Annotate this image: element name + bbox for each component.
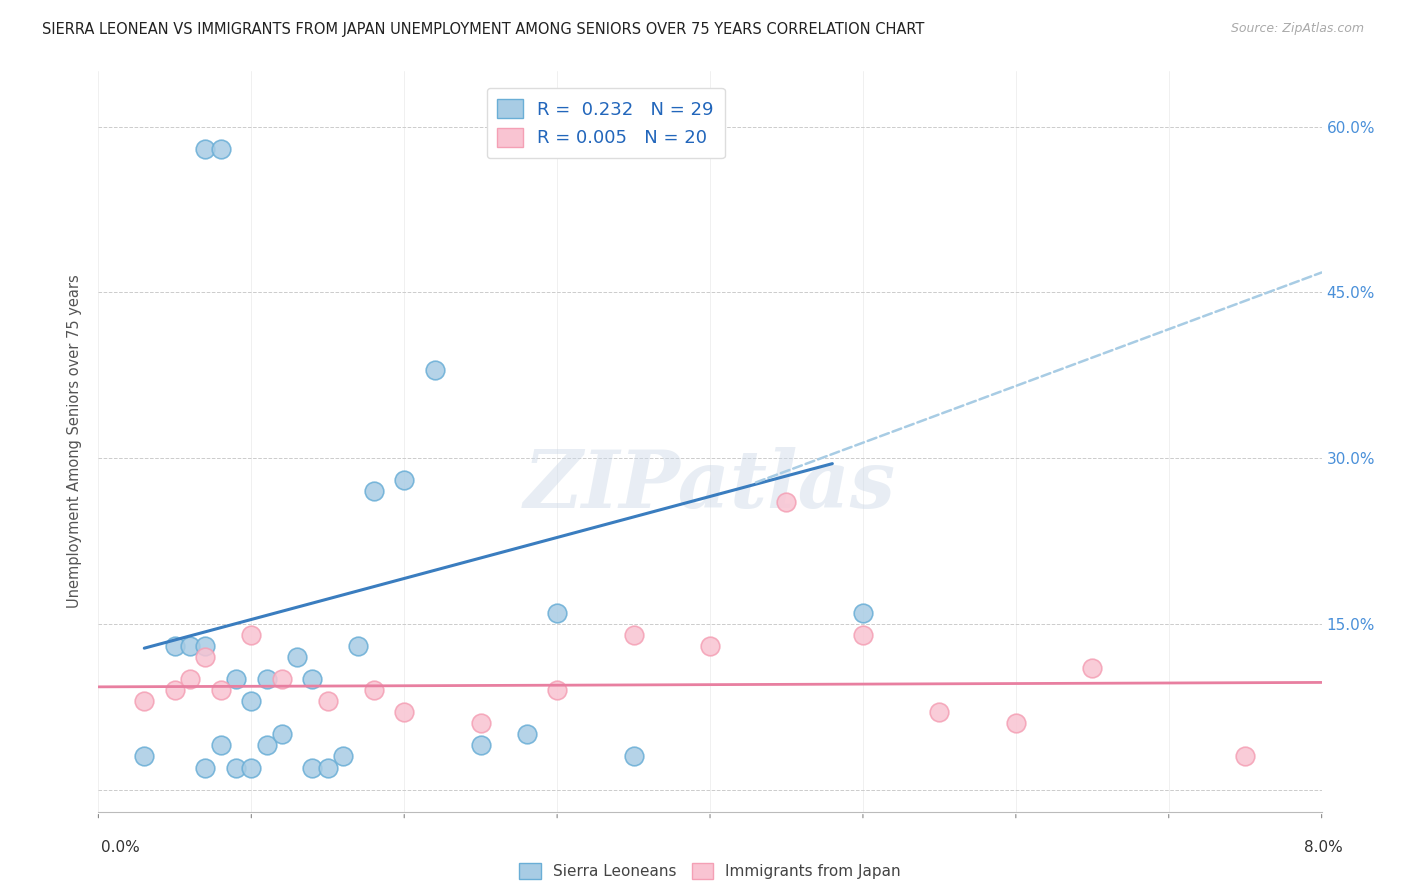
Point — [623, 628, 645, 642]
Point — [194, 760, 217, 774]
Point — [285, 650, 308, 665]
Point — [179, 639, 201, 653]
Point — [1004, 716, 1026, 731]
Point — [470, 716, 492, 731]
Point — [163, 639, 186, 653]
Point — [240, 628, 263, 642]
Point — [332, 749, 354, 764]
Point — [209, 683, 232, 698]
Point — [470, 739, 492, 753]
Point — [209, 142, 232, 156]
Point — [209, 739, 232, 753]
Point — [256, 672, 278, 686]
Point — [134, 694, 156, 708]
Legend: Sierra Leoneans, Immigrants from Japan: Sierra Leoneans, Immigrants from Japan — [513, 856, 907, 886]
Point — [179, 672, 201, 686]
Point — [546, 683, 568, 698]
Point — [163, 683, 186, 698]
Point — [225, 672, 247, 686]
Point — [852, 628, 875, 642]
Point — [699, 639, 721, 653]
Point — [1234, 749, 1257, 764]
Point — [256, 739, 278, 753]
Point — [301, 672, 323, 686]
Point — [516, 727, 538, 741]
Text: Source: ZipAtlas.com: Source: ZipAtlas.com — [1230, 22, 1364, 36]
Point — [194, 650, 217, 665]
Point — [363, 683, 385, 698]
Text: SIERRA LEONEAN VS IMMIGRANTS FROM JAPAN UNEMPLOYMENT AMONG SENIORS OVER 75 YEARS: SIERRA LEONEAN VS IMMIGRANTS FROM JAPAN … — [42, 22, 925, 37]
Point — [852, 606, 875, 620]
Point — [316, 760, 339, 774]
Point — [623, 749, 645, 764]
Point — [270, 727, 294, 741]
Point — [392, 706, 416, 720]
Point — [546, 606, 568, 620]
Text: ZIPatlas: ZIPatlas — [524, 447, 896, 524]
Point — [194, 639, 217, 653]
Point — [240, 760, 263, 774]
Text: 0.0%: 0.0% — [101, 840, 141, 855]
Y-axis label: Unemployment Among Seniors over 75 years: Unemployment Among Seniors over 75 years — [67, 275, 83, 608]
Point — [194, 142, 217, 156]
Point — [1081, 661, 1104, 675]
Text: 8.0%: 8.0% — [1303, 840, 1343, 855]
Point — [347, 639, 370, 653]
Point — [392, 473, 416, 487]
Point — [775, 495, 797, 509]
Point — [270, 672, 294, 686]
Point — [301, 760, 323, 774]
Point — [363, 484, 385, 499]
Point — [225, 760, 247, 774]
Point — [134, 749, 156, 764]
Point — [240, 694, 263, 708]
Point — [928, 706, 950, 720]
Point — [423, 362, 446, 376]
Point — [316, 694, 339, 708]
